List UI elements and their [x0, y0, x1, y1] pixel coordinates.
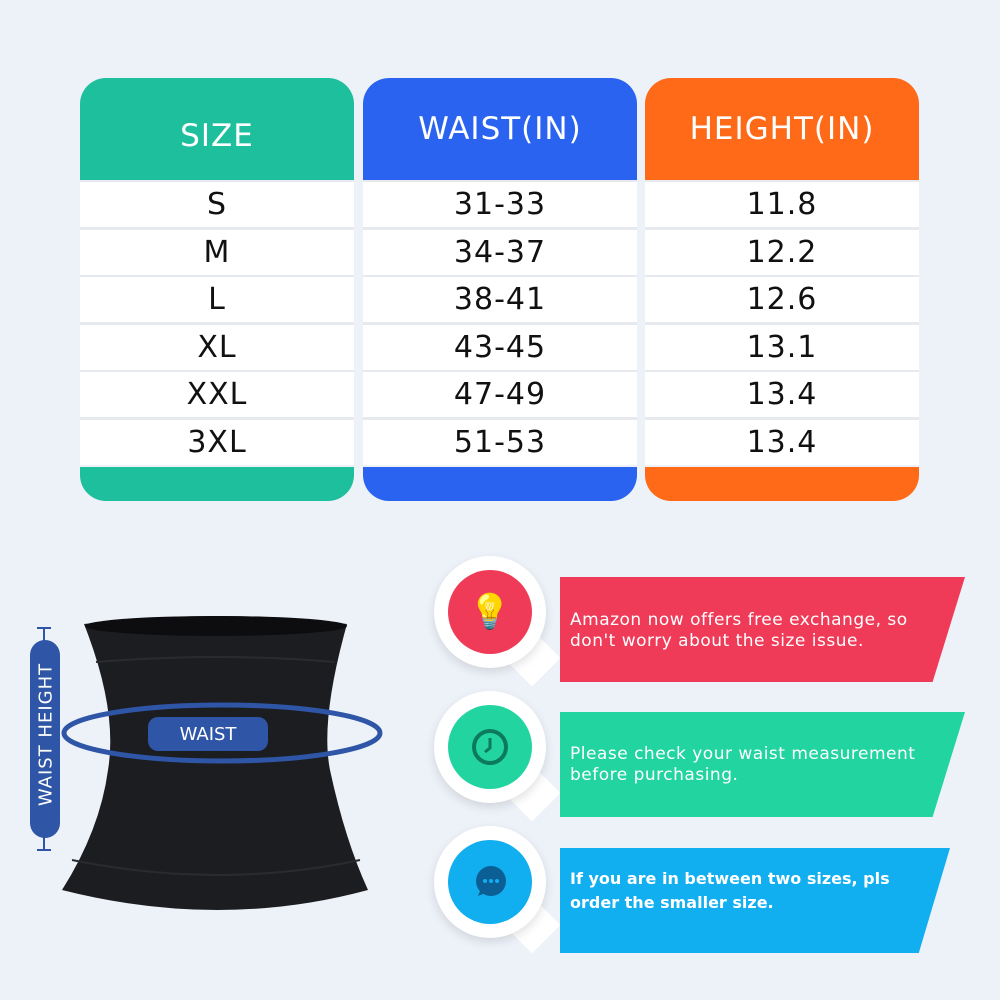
size-cell: L	[80, 277, 354, 322]
waist-cell: 31-33	[363, 182, 637, 227]
chat-bubble-icon	[448, 840, 532, 924]
height-cell: 13.4	[645, 419, 919, 465]
lightbulb-check-icon: 💡	[448, 570, 532, 654]
height-cell: 13.1	[645, 324, 919, 370]
tip-text: Please check your waist measurement befo…	[570, 744, 916, 785]
height-column: HEIGHT(IN) 11.8 12.2 12.6 13.1 13.4 13.4	[645, 78, 919, 501]
tip-banner-exchange	[560, 577, 965, 682]
size-header: SIZE	[80, 78, 354, 180]
waist-header: WAIST(IN)	[363, 78, 637, 180]
size-cell: XL	[80, 324, 354, 370]
waist-trainer-illustration	[30, 616, 383, 910]
clock-icon	[448, 705, 532, 789]
waist-cell: 43-45	[363, 324, 637, 370]
waist-cell: 34-37	[363, 229, 637, 275]
waist-cell: 47-49	[363, 372, 637, 417]
waist-height-label: WAIST HEIGHT	[35, 662, 57, 807]
size-column: SIZE S M L XL XXL 3XL	[80, 78, 354, 501]
tip-banner-measure	[560, 712, 965, 817]
tip-banner-size	[560, 848, 950, 953]
size-cell: S	[80, 182, 354, 227]
waist-cell: 51-53	[363, 419, 637, 465]
size-cell: M	[80, 229, 354, 275]
height-cell: 12.6	[645, 277, 919, 322]
height-header: HEIGHT(IN)	[645, 78, 919, 180]
height-cell: 11.8	[645, 182, 919, 227]
tip-text: If you are in between two sizes, pls ord…	[570, 869, 890, 912]
waist-label: WAIST	[148, 717, 268, 751]
size-cell: XXL	[80, 372, 354, 417]
waist-column: WAIST(IN) 31-33 34-37 38-41 43-45 47-49 …	[363, 78, 637, 501]
tip-text: Amazon now offers free exchange, so don'…	[570, 610, 908, 651]
size-cell: 3XL	[80, 419, 354, 465]
height-cell: 13.4	[645, 372, 919, 417]
waist-ring	[61, 702, 383, 764]
waist-cell: 38-41	[363, 277, 637, 322]
height-cell: 12.2	[645, 229, 919, 275]
